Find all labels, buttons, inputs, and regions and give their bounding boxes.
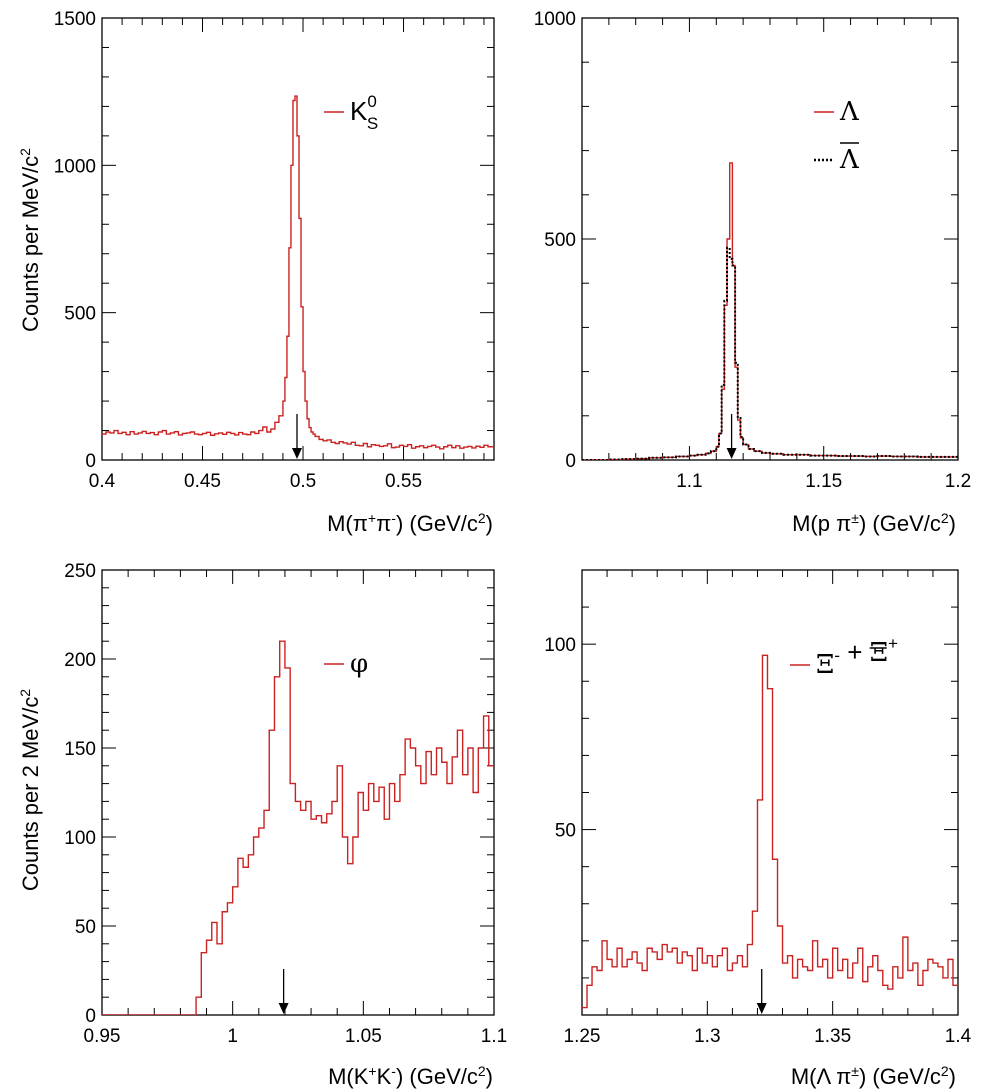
series-histogram-0 [582,654,958,1009]
x-axis-title-sup: 2 [478,1063,486,1079]
x-axis-title-part: ) (GeV/c [859,511,941,536]
x-axis-title-part: ) (GeV/c [396,511,478,536]
x-tick-label: 1.35 [814,1026,851,1047]
x-tick-label: 1.25 [564,1026,601,1047]
x-axis-title: M(π+π-) (GeV/c2) [327,510,493,536]
x-axis-title-part: M(Λ π [791,1064,851,1089]
x-tick-label: 0.95 [84,1026,121,1047]
y-axis-title-part: Counts per MeV/c [18,156,43,332]
y-tick-label: 150 [64,739,96,760]
x-axis-title-part: ) [486,1064,493,1089]
plot-frame [101,17,495,461]
x-tick-label: 1.3 [694,1026,720,1047]
legend-label: Λ [839,97,860,127]
x-axis-title-sup: ± [851,510,859,526]
legend-main: Λ [839,145,860,175]
legend-main2: Ξ [870,638,888,668]
x-tick-label: 1.1 [676,471,702,492]
y-tick-label: 0 [85,451,96,472]
x-axis-title-part: K [377,1064,392,1089]
x-tick-label: 0.45 [184,471,221,492]
legend-label: K0 S [350,92,378,133]
x-axis-title-part: ) (GeV/c [396,1064,478,1089]
y-axis-title-sup: 2 [17,148,33,156]
y-tick-label: 0 [565,451,576,472]
x-tick-label: 0.55 [385,471,422,492]
x-axis-title-part: π [376,511,391,536]
x-axis-title-sup: 2 [941,1063,949,1079]
y-tick-label: 1000 [534,9,576,30]
y-tick-label: 1500 [54,9,96,30]
x-axis-title-sup: ± [851,1063,859,1079]
panel-phi: 0.95 1 1.05 1.1 0 50 100 150 200 250 M(K+K-) (GeV/… [17,561,507,1089]
legend-main: Ξ [816,650,834,680]
legend-plus: + [840,637,870,667]
x-axis-title-part: M(p π [792,511,851,536]
y-tick-label: 1000 [54,156,96,177]
legend-label: φ [350,649,368,679]
y-axis-title-sup: 2 [17,689,33,697]
legend-main: φ [350,649,368,679]
y-axis-title-part: Counts per 2 MeV/c [18,697,43,891]
legend-sub: S [367,114,378,133]
plot-frame [101,569,495,1016]
x-axis-title-sup: 2 [478,510,486,526]
mass-arrow-head [726,448,737,459]
x-axis-title: M(K+K-) (GeV/c2) [328,1063,493,1089]
y-tick-label: 500 [64,304,96,325]
mass-arrow-head [291,448,302,459]
x-tick-label: 1.15 [805,471,842,492]
y-tick-label: 0 [85,1006,96,1027]
x-tick-label: 0.5 [290,471,316,492]
panel-xi: 1.25 1.3 1.35 1.4 50 100 M(Λ π±) (GeV/c2) Ξ- + … [544,569,972,1089]
y-tick-label: 500 [544,230,576,251]
y-axis-title: Counts per MeV/c2 [17,148,43,332]
x-axis-title: M(p π±) (GeV/c2) [792,510,956,536]
x-axis-title-part: ) [486,511,493,536]
x-axis-title-part: ) [949,511,956,536]
y-tick-label: 100 [544,635,576,656]
x-tick-label: 0.4 [89,471,116,492]
x-axis-title-sup: - [391,1063,396,1079]
y-tick-label: 250 [64,561,96,582]
x-axis-title-sup: + [368,510,376,526]
mass-arrow-head [756,1003,767,1014]
legend-sup2: + [888,634,898,653]
x-axis-title-part: ) (GeV/c [859,1064,941,1089]
plot-frame [581,569,959,1016]
plot-frame [581,17,959,461]
x-tick-label: 1.2 [945,471,971,492]
series-histogram-1 [582,246,958,460]
legend-main: Λ [839,97,860,127]
x-tick-label: 1 [227,1026,238,1047]
x-axis-title-sup: + [368,1063,376,1079]
mass-arrow-head [278,1003,289,1014]
y-axis-title: Counts per 2 MeV/c2 [17,689,43,891]
y-tick-label: 50 [75,917,96,938]
legend-label: Ξ- + Ξ+ [816,634,898,680]
panel-lambda: 1.1 1.15 1.2 0 500 1000 M(p π±) (GeV/c2) ΛΛ [534,9,971,536]
x-axis-title-sup: - [391,510,396,526]
x-axis-title-part: M(π [327,511,368,536]
y-tick-label: 50 [555,821,576,842]
x-axis-title-part: M(K [328,1064,369,1089]
x-axis-title-part: ) [949,1064,956,1089]
legend-main: K [350,96,368,126]
y-tick-label: 200 [64,650,96,671]
x-axis-title: M(Λ π±) (GeV/c2) [791,1063,956,1089]
legend-sup: - [834,646,840,666]
series-histogram-0 [582,162,958,460]
x-tick-label: 1.05 [345,1026,382,1047]
legend-label: Λ [839,145,860,175]
x-axis-title-sup: 2 [941,510,949,526]
y-tick-label: 100 [64,828,96,849]
x-tick-label: 1.4 [945,1026,972,1047]
series-histogram-0 [102,95,494,450]
x-tick-label: 1.1 [481,1026,507,1047]
legend-sup: 0 [367,92,376,111]
series-histogram-0 [102,640,494,1015]
panel-kshort: 0.4 0.45 0.5 0.55 0 500 1000 1500 M(π+π-) (GeV/c… [17,9,495,536]
